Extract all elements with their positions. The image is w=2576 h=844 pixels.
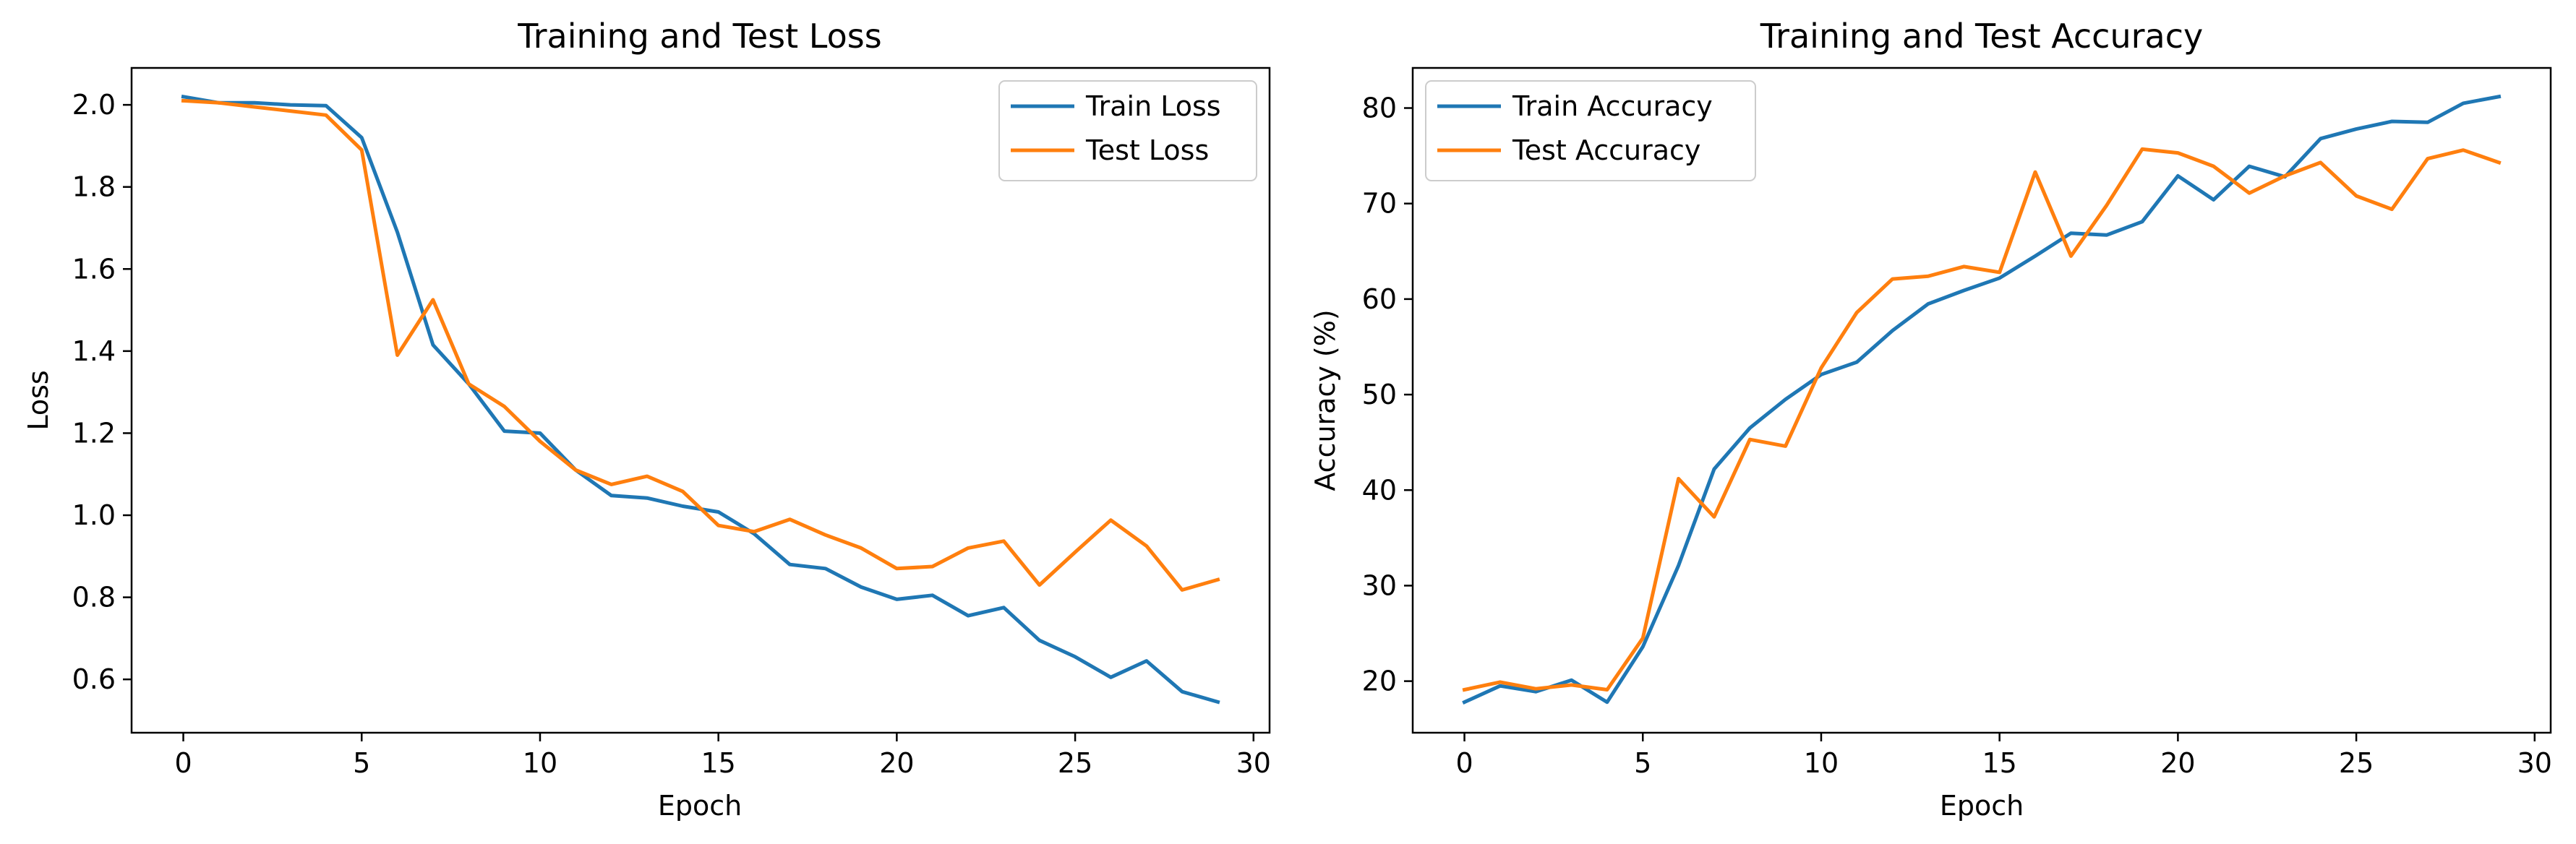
accuracy-legend-label-train: Train Accuracy — [1512, 90, 1713, 122]
accuracy-x-axis-ticks: 0 5 10 15 20 25 30 — [1455, 733, 2552, 779]
accuracy-y-axis-label: Accuracy (%) — [1309, 309, 1341, 491]
loss-plot-frame — [130, 66, 1271, 734]
loss-chart: Training and Test Loss 0 5 10 15 20 25 30 0.60… — [22, 17, 1271, 822]
loss-x-tick-label: 5 — [353, 747, 370, 779]
accuracy-chart-title: Training and Test Accuracy — [1760, 17, 2204, 56]
loss-chart-marks — [181, 94, 1220, 705]
loss-y-tick-label: 1.0 — [72, 499, 116, 531]
accuracy-x-tick-label: 10 — [1804, 747, 1839, 779]
accuracy-chart-marks — [1462, 94, 2502, 705]
loss-x-axis-label: Epoch — [658, 790, 742, 822]
accuracy-x-tick-label: 20 — [2160, 747, 2195, 779]
loss-y-axis-label: Loss — [22, 370, 54, 430]
loss-chart-title: Training and Test Loss — [517, 17, 881, 56]
accuracy-x-tick-label: 25 — [2339, 747, 2374, 779]
accuracy-x-tick-label: 15 — [1982, 747, 2016, 779]
accuracy-y-tick-label: 80 — [1362, 92, 1397, 124]
loss-x-axis-ticks: 0 5 10 15 20 25 30 — [174, 733, 1271, 779]
loss-legend: Train Loss Test Loss — [998, 80, 1257, 181]
loss-y-tick-label: 1.8 — [72, 171, 116, 203]
accuracy-y-tick-label: 60 — [1362, 283, 1397, 315]
loss-y-tick-label: 0.8 — [72, 582, 116, 613]
loss-x-tick-label: 15 — [701, 747, 735, 779]
loss-y-tick-label: 1.2 — [72, 417, 116, 449]
loss-x-tick-label: 30 — [1236, 747, 1271, 779]
accuracy-x-tick-label: 5 — [1634, 747, 1651, 779]
accuracy-chart: Training and Test Accuracy 0 5 10 15 20 25 30 … — [1309, 17, 2552, 822]
accuracy-y-tick-label: 20 — [1362, 666, 1397, 697]
loss-x-tick-label: 0 — [174, 747, 192, 779]
loss-series-line-test — [181, 98, 1220, 592]
accuracy-legend-label-test: Test Accuracy — [1512, 134, 1700, 166]
accuracy-y-axis-ticks: 20 30 40 50 60 70 80 — [1362, 92, 1413, 697]
loss-y-tick-label: 1.4 — [72, 335, 116, 367]
loss-x-tick-label: 25 — [1058, 747, 1092, 779]
accuracy-y-tick-label: 30 — [1362, 569, 1397, 601]
accuracy-x-axis-label: Epoch — [1940, 790, 2024, 822]
accuracy-x-tick-label: 30 — [2517, 747, 2552, 779]
accuracy-x-tick-label: 0 — [1455, 747, 1473, 779]
loss-y-axis-ticks: 0.6 0.8 1.0 1.2 1.4 1.6 1.8 2.0 — [72, 89, 132, 695]
accuracy-series-line-test — [1462, 147, 2502, 692]
loss-y-tick-label: 1.6 — [72, 253, 116, 285]
accuracy-plot-frame — [1411, 66, 2552, 734]
loss-y-tick-label: 2.0 — [72, 89, 116, 121]
loss-legend-label-test: Test Loss — [1085, 134, 1209, 166]
accuracy-y-tick-label: 50 — [1362, 379, 1397, 410]
accuracy-legend-box — [1425, 80, 1756, 181]
accuracy-series-line-train — [1462, 94, 2502, 705]
loss-x-tick-label: 10 — [523, 747, 557, 779]
accuracy-y-tick-label: 40 — [1362, 474, 1397, 506]
loss-legend-label-train: Train Loss — [1085, 90, 1221, 122]
loss-y-tick-label: 0.6 — [72, 663, 116, 695]
accuracy-y-tick-label: 70 — [1362, 188, 1397, 220]
accuracy-legend: Train Accuracy Test Accuracy — [1425, 80, 1756, 181]
loss-x-tick-label: 20 — [879, 747, 914, 779]
